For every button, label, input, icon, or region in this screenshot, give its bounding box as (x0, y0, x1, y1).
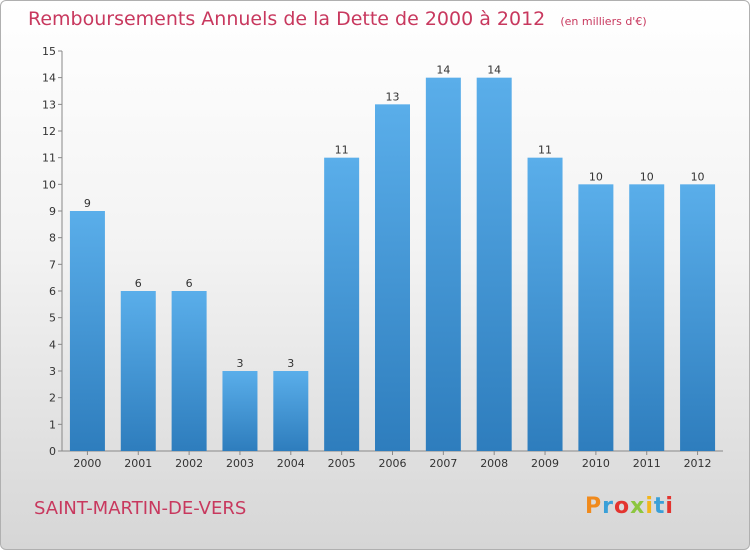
x-tick-label: 2008 (480, 457, 508, 470)
commune-name: SAINT-MARTIN-DE-VERS (34, 498, 247, 519)
bar (578, 184, 614, 452)
bar-value-label: 10 (691, 170, 705, 183)
logo-letter: t (653, 494, 666, 519)
bar-value-label: 10 (640, 170, 654, 183)
y-tick-label: 15 (42, 45, 56, 58)
bar (171, 291, 207, 451)
x-tick-label: 2001 (124, 457, 152, 470)
y-tick-label: 4 (49, 338, 56, 351)
y-tick-label: 9 (49, 205, 56, 218)
bars-group (69, 77, 716, 452)
x-tick-label: 2002 (175, 457, 203, 470)
logo-letter: P (585, 494, 603, 519)
bar (680, 184, 716, 452)
y-tick-label: 8 (49, 232, 56, 245)
bar (273, 371, 309, 451)
y-tick-label: 7 (49, 258, 56, 271)
bar-value-label: 13 (386, 90, 400, 103)
bar-value-label: 3 (236, 357, 243, 370)
bar (120, 291, 156, 451)
bar (222, 371, 258, 451)
y-tick-label: 1 (49, 418, 56, 431)
bar-value-label: 11 (538, 144, 552, 157)
bar (476, 77, 512, 452)
y-tick-label: 2 (49, 392, 56, 405)
title-row: Remboursements Annuels de la Dette de 20… (28, 8, 647, 30)
x-axis: 2000 2001 2002 2003 2004 2005 2006 2007 2008 2009… (62, 450, 723, 470)
bar-value-label: 10 (589, 170, 603, 183)
logo-letter: r (602, 494, 614, 519)
bar (527, 157, 563, 451)
chart-title: Remboursements Annuels de la Dette de 20… (28, 8, 546, 30)
y-tick-label: 3 (49, 365, 56, 378)
bar (69, 211, 105, 451)
logo-letter: i (665, 494, 674, 519)
logo-letter: o (613, 494, 631, 519)
logo-letter: x (630, 494, 646, 519)
y-tick-label: 12 (42, 125, 56, 138)
x-tick-label: 2005 (328, 457, 356, 470)
bar (375, 104, 410, 451)
chart-unit: (en milliers d'€) (560, 15, 647, 28)
y-tick-label: 5 (49, 312, 56, 325)
bar-value-label: 6 (186, 277, 193, 290)
x-tick-label: 2011 (633, 457, 661, 470)
bar-value-label: 14 (436, 64, 450, 77)
bar (425, 77, 461, 452)
x-tick-label: 2012 (684, 457, 712, 470)
logo-letter: i (645, 494, 654, 519)
bar-value-label: 9 (84, 197, 91, 210)
x-tick-label: 2009 (531, 457, 559, 470)
y-tick-label: 11 (42, 152, 56, 165)
x-tick-label: 2000 (73, 457, 101, 470)
bar-value-label: 6 (135, 277, 142, 290)
y-tick-label: 0 (49, 445, 56, 458)
x-tick-label: 2007 (429, 457, 457, 470)
bar-value-label: 3 (287, 357, 294, 370)
x-tick-label: 2003 (226, 457, 254, 470)
proxiti-logo: Proxiti (585, 494, 674, 519)
y-tick-label: 6 (49, 285, 56, 298)
bar (629, 184, 665, 452)
data-labels-group: 9 6 6 3 3 11 13 14 14 11 10 10 10 (84, 64, 705, 370)
bar (324, 157, 360, 451)
bar-value-label: 11 (335, 144, 349, 157)
y-tick-label: 10 (42, 178, 56, 191)
y-tick-label: 14 (42, 72, 56, 85)
y-tick-label: 13 (42, 98, 56, 111)
bar-value-label: 14 (487, 64, 501, 77)
x-tick-label: 2006 (379, 457, 407, 470)
x-tick-label: 2004 (277, 457, 305, 470)
x-tick-label: 2010 (582, 457, 610, 470)
